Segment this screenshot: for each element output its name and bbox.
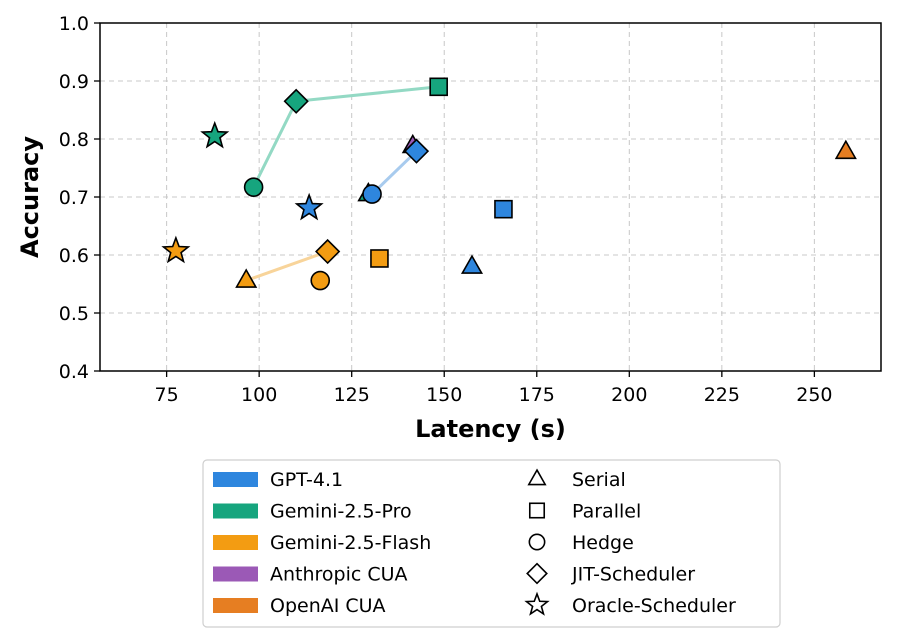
line-gpt-4-1 [370,149,418,196]
legend-marker-oracle-scheduler [524,591,550,616]
y-tick-label: 0.7 [59,187,89,209]
point-gemini-2-5-flash-oracle-scheduler [161,235,191,264]
point-gemini-2-5-pro-parallel [429,77,448,97]
point-gpt-4-1-oracle-scheduler [294,192,324,221]
data-points [161,77,857,291]
legend-swatch-openai-cua [213,598,258,613]
line-gemini-2-5-pro [252,85,441,189]
legend-label-gemini-2-5-flash: Gemini-2.5-Flash [270,532,431,554]
legend-swatch-gemini-2-5-pro [213,503,258,519]
legend-marker-hedge [528,533,546,551]
x-tick-label: 250 [796,384,832,406]
legend-label-parallel: Parallel [572,501,641,523]
legend-label-jit-scheduler: JIT-Scheduler [571,564,695,586]
legend: GPT-4.1 Gemini-2.5-Pro Gemini-2.5-Flash Ant… [202,459,781,628]
axis-ticks: 75 100 125 150 175 200 225 250 0.4 0.5 0.6 0.7 0.8 0.… [59,13,833,406]
legend-label-openai-cua: OpenAI CUA [270,595,386,617]
legend-label-oracle-scheduler: Oracle-Scheduler [572,595,736,617]
x-tick-label: 175 [519,384,555,406]
legend-label-hedge: Hedge [572,532,634,554]
point-gpt-4-1-parallel [494,199,513,219]
point-gemini-2-5-flash-jit-scheduler [315,238,341,265]
legend-label-gpt-4-1: GPT-4.1 [270,469,343,491]
point-gpt-4-1-jit-scheduler [403,138,430,164]
x-tick-label: 100 [241,384,277,406]
x-tick-label: 200 [611,384,647,406]
point-openai-cua-serial [834,139,857,160]
legend-label-gemini-2-5-pro: Gemini-2.5-Pro [270,501,412,523]
legend-swatch-gpt-4-1 [213,472,258,487]
point-gemini-2-5-flash-hedge [310,270,331,291]
point-gemini-2-5-pro-jit-scheduler [283,88,309,114]
y-tick-label: 0.9 [59,71,89,93]
legend-swatch-anthropic-cua [213,566,258,582]
point-gemini-2-5-pro-hedge [243,177,264,197]
legend-box [202,459,781,628]
grid [100,22,881,372]
x-axis-label: Latency (s) [415,415,566,443]
x-tick-label: 225 [704,384,740,406]
connector-lines [244,85,441,282]
y-tick-label: 0.6 [59,245,89,267]
y-tick-label: 0.5 [59,303,89,325]
point-gemini-2-5-flash-parallel [370,249,389,268]
point-gemini-2-5-flash-serial [235,268,258,288]
point-gpt-4-1-hedge [362,184,382,204]
y-tick-label: 0.8 [59,129,89,151]
legend-label-anthropic-cua: Anthropic CUA [270,564,408,586]
legend-marker-serial [527,468,547,486]
legend-swatch-gemini-2-5-flash [213,535,258,550]
legend-marker-parallel [528,502,546,519]
x-tick-label: 125 [334,384,370,406]
line-gemini-2-5-flash [244,250,330,282]
point-gpt-4-1-serial [460,254,484,274]
legend-marker-jit-scheduler [526,562,548,585]
point-gemini-2-5-pro-oracle-scheduler [200,120,230,149]
x-tick-label: 75 [155,384,179,406]
legend-label-serial: Serial [572,469,626,491]
y-axis-label: Accuracy [16,136,44,258]
x-tick-label: 150 [426,384,462,406]
y-tick-label: 0.4 [59,361,89,383]
y-tick-label: 1.0 [59,13,89,35]
